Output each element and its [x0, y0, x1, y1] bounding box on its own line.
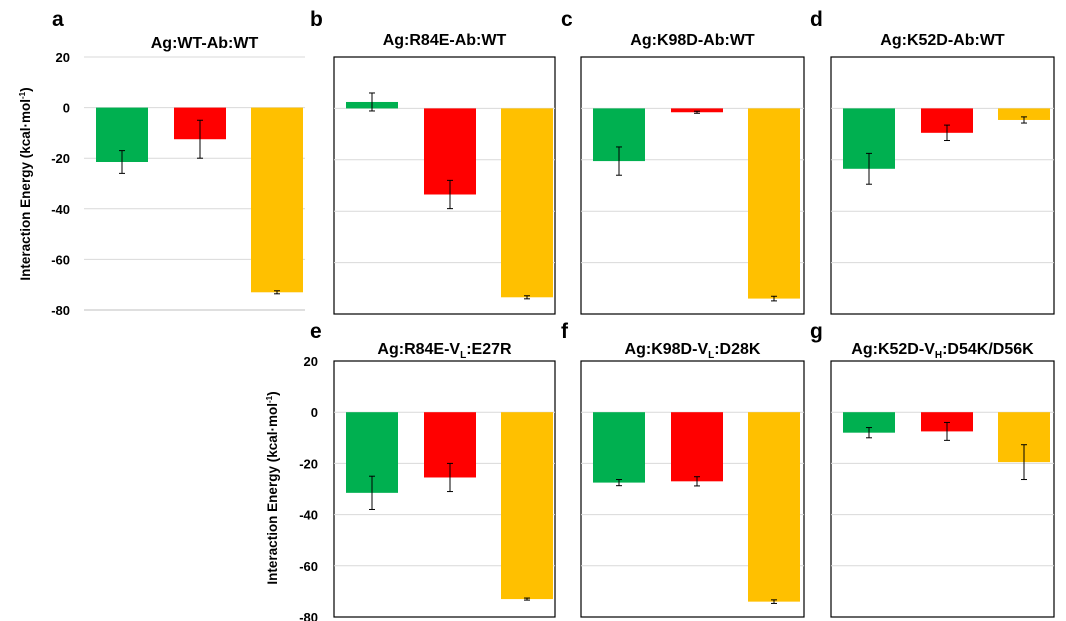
y-axis-label-sup-2: -1: [265, 395, 274, 403]
y-tick-label: -80: [51, 303, 70, 318]
panel-c: c Ag:K98D-Ab:WT: [561, 8, 805, 315]
y-tick-label: -20: [299, 456, 318, 471]
y-tick-label: -40: [51, 202, 70, 217]
y-axis-label-main: Interaction Energy (kcal·mol: [18, 99, 33, 281]
panel-b: b Ag:R84E-Ab:WT: [310, 8, 556, 315]
panel-b-frame: [333, 56, 556, 315]
panel-title-part: Ag:K98D-V: [625, 341, 709, 358]
panel-letter: e: [310, 320, 322, 343]
y-axis-label-bottom: Interaction Energy (kcal·mol-1): [265, 391, 280, 584]
panel-letter: g: [810, 320, 823, 343]
panel-letter: c: [561, 8, 573, 31]
panel-title-part: :E27R: [466, 341, 512, 358]
y-tick-label: -40: [299, 508, 318, 523]
y-axis-label-end: ): [18, 87, 33, 92]
panel-title: Ag:R84E-VL:E27R: [377, 341, 512, 361]
panel-f: f Ag:K98D-VL:D28K: [561, 320, 805, 618]
y-tick-label: 20: [304, 354, 318, 369]
bar: [748, 412, 800, 602]
panel-f-frame: [580, 360, 805, 618]
panel-a: 20 0 -20 -40 -60 -80 a Ag:WT-Ab:WT: [51, 8, 305, 318]
panel-title: Ag:K98D-Ab:WT: [630, 32, 755, 49]
panel-title-part: Ag:R84E-Ab:WT: [383, 32, 507, 49]
panel-g-frame: [830, 360, 1055, 618]
bar: [671, 412, 723, 482]
panel-title-part: Ag:WT-Ab:WT: [151, 35, 259, 52]
bar: [998, 108, 1050, 120]
panel-d: d Ag:K52D-Ab:WT: [810, 8, 1055, 315]
panel-letter: b: [310, 8, 323, 31]
y-tick-label: -60: [51, 252, 70, 267]
panel-title-part: :D28K: [714, 341, 761, 358]
bar: [843, 412, 895, 433]
y-tick-label: 0: [311, 405, 318, 420]
bar: [748, 108, 800, 299]
panel-letter: f: [561, 320, 569, 343]
panel-e: 20 0 -20 -40 -60 -80 e Ag:R84E-VL:E27R: [299, 320, 556, 621]
panel-e-frame: [333, 360, 556, 618]
y-tick-label: -80: [299, 610, 318, 621]
panel-title: Ag:R84E-Ab:WT: [383, 32, 507, 49]
panel-d-frame: [830, 56, 1055, 315]
y-tick-label: -60: [299, 559, 318, 574]
panel-title-part: Ag:K52D-V: [851, 341, 935, 358]
y-tick-label: -20: [51, 151, 70, 166]
panel-title: Ag:WT-Ab:WT: [151, 35, 259, 52]
panel-title-part: :D54K/D56K: [942, 341, 1034, 358]
panel-c-frame: [580, 56, 805, 315]
bar: [593, 412, 645, 483]
bar: [251, 107, 303, 293]
bar: [501, 412, 553, 600]
y-axis-label-top: Interaction Energy (kcal·mol-1): [18, 87, 33, 280]
bar: [671, 108, 723, 113]
panel-title-subscript: H: [935, 350, 942, 361]
panel-title: Ag:K52D-Ab:WT: [880, 32, 1005, 49]
y-axis-label-main-2: Interaction Energy (kcal·mol: [265, 403, 280, 585]
panel-letter: a: [52, 8, 64, 31]
panel-title-part: Ag:K98D-Ab:WT: [630, 32, 755, 49]
y-axis-label-sup: -1: [18, 91, 27, 99]
panel-title: Ag:K52D-VH:D54K/D56K: [851, 341, 1034, 361]
panel-title-part: Ag:R84E-V: [377, 341, 460, 358]
panel-g: g Ag:K52D-VH:D54K/D56K: [810, 320, 1055, 618]
panel-letter: d: [810, 8, 823, 31]
y-tick-label: 0: [63, 101, 70, 116]
y-axis-label-end-2: ): [265, 391, 280, 396]
y-tick-label: 20: [56, 50, 70, 65]
panel-title-subscript: L: [708, 350, 714, 361]
panel-title: Ag:K98D-VL:D28K: [625, 341, 761, 361]
bar: [921, 412, 973, 432]
panel-title-part: Ag:K52D-Ab:WT: [880, 32, 1005, 49]
panel-title-subscript: L: [460, 350, 466, 361]
panels-group: 20 0 -20 -40 -60 -80 a Ag:WT-Ab:WT b Ag:R84E-Ab:W…: [51, 8, 1055, 621]
bar: [501, 108, 553, 298]
